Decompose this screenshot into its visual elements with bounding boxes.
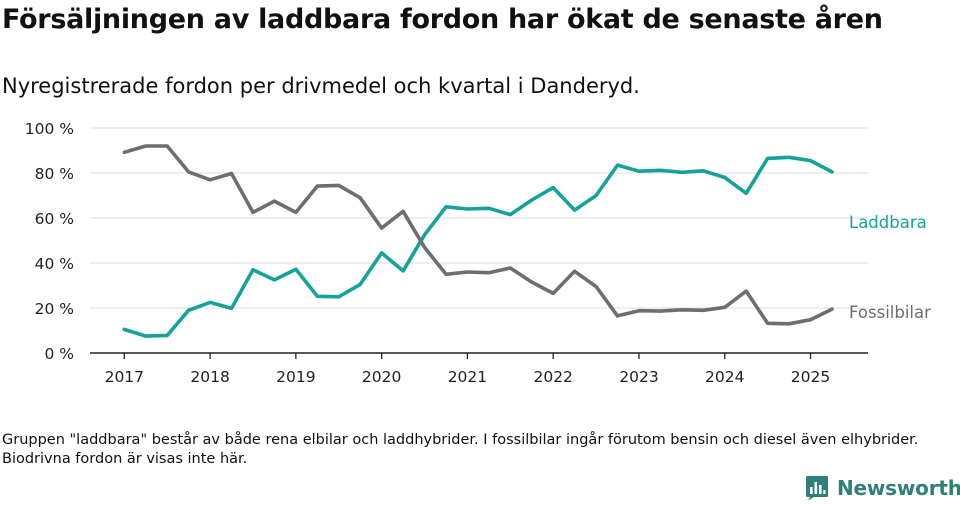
data-point-laddbara (316, 295, 319, 298)
data-point-fossilbilar (444, 273, 448, 276)
data-point-laddbara (616, 163, 619, 167)
data-point-fossilbilar (123, 151, 126, 154)
newsworthy-icon (806, 476, 828, 501)
data-point-laddbara (530, 198, 533, 202)
series-label-fossilbilar: Fossilbilar (849, 303, 931, 322)
data-point-fossilbilar (809, 318, 812, 321)
data-point-laddbara (144, 334, 147, 338)
x-tick-label: 2019 (276, 368, 315, 386)
data-point-fossilbilar (316, 184, 319, 188)
data-point-fossilbilar (830, 307, 834, 311)
data-point-fossilbilar (530, 280, 533, 284)
data-point-laddbara (251, 268, 255, 271)
data-point-laddbara (444, 205, 448, 208)
data-point-fossilbilar (551, 292, 555, 295)
data-point-laddbara (487, 207, 491, 210)
data-point-fossilbilar (487, 271, 491, 274)
data-point-laddbara (337, 295, 340, 298)
chart-subtitle: Nyregistrerade fordon per drivmedel och … (2, 74, 640, 98)
data-point-laddbara (423, 233, 426, 237)
data-point-fossilbilar (187, 170, 190, 174)
data-point-laddbara (573, 208, 576, 212)
x-tick-label: 2018 (190, 368, 229, 386)
data-point-fossilbilar (165, 144, 169, 148)
data-point-fossilbilar (680, 308, 684, 311)
data-point-laddbara (809, 159, 812, 162)
data-point-fossilbilar (208, 178, 212, 181)
series-line-fossilbilar (122, 144, 834, 326)
data-point-laddbara (165, 334, 169, 337)
newsworthy-logo[interactable]: Newsworthy (805, 475, 960, 501)
x-tick-label: 2021 (448, 368, 487, 386)
data-point-fossilbilar (273, 199, 276, 203)
x-tick-label: 2020 (362, 368, 401, 386)
data-point-laddbara (766, 157, 769, 160)
x-tick-label: 2023 (619, 368, 658, 386)
data-point-fossilbilar (466, 270, 469, 274)
data-point-laddbara (637, 170, 641, 173)
data-point-fossilbilar (744, 289, 748, 293)
data-point-laddbara (723, 176, 726, 179)
series-line-laddbara (122, 155, 834, 338)
y-tick-label: 60 % (35, 210, 74, 228)
data-point-fossilbilar (380, 226, 383, 230)
data-point-fossilbilar (659, 309, 662, 313)
x-axis: 2017 2018 2019 2020 2021 2022 2023 2024 2025 (90, 352, 868, 386)
data-point-laddbara (830, 170, 834, 174)
data-point-laddbara (551, 186, 555, 189)
series-lines (122, 144, 834, 338)
data-point-fossilbilar (509, 266, 512, 270)
data-point-laddbara (230, 307, 233, 310)
data-point-laddbara (380, 251, 383, 255)
data-point-fossilbilar (401, 210, 405, 213)
data-point-laddbara (294, 268, 298, 271)
brand-name: Newsworthy (837, 476, 960, 500)
data-point-laddbara (123, 328, 126, 331)
x-tick-label: 2022 (533, 368, 572, 386)
data-point-fossilbilar (144, 144, 147, 148)
data-point-laddbara (208, 301, 212, 304)
data-point-laddbara (744, 192, 748, 195)
data-point-fossilbilar (723, 306, 726, 309)
y-tick-label: 100 % (25, 120, 74, 138)
data-point-laddbara (787, 156, 791, 159)
data-point-laddbara (659, 169, 662, 172)
footnote: Gruppen "laddbara" består av både rena e… (2, 432, 919, 467)
data-point-fossilbilar (423, 246, 426, 249)
x-tick-label: 2024 (705, 368, 744, 386)
data-point-laddbara (509, 213, 512, 216)
data-point-fossilbilar (637, 309, 641, 312)
x-tick-label: 2025 (791, 368, 830, 386)
data-point-fossilbilar (616, 314, 619, 318)
data-point-laddbara (358, 283, 362, 286)
y-tick-label: 40 % (35, 255, 74, 273)
data-point-laddbara (187, 309, 190, 312)
data-point-laddbara (594, 194, 598, 197)
data-point-fossilbilar (337, 184, 340, 187)
y-axis-labels: 0 % 20 % 40 % 60 % 80 % 100 % (25, 120, 74, 363)
data-point-fossilbilar (358, 196, 362, 199)
data-point-laddbara (401, 269, 405, 273)
data-point-laddbara (680, 171, 684, 174)
data-point-laddbara (466, 207, 469, 211)
data-point-fossilbilar (230, 172, 233, 175)
data-point-fossilbilar (294, 211, 298, 214)
y-tick-label: 0 % (44, 345, 74, 363)
chart-title: Försäljningen av laddbara fordon har öka… (2, 4, 883, 35)
data-point-fossilbilar (573, 270, 576, 273)
y-tick-label: 20 % (35, 300, 74, 318)
data-point-fossilbilar (702, 309, 705, 312)
y-tick-label: 80 % (35, 165, 74, 183)
data-point-fossilbilar (251, 211, 255, 214)
data-point-fossilbilar (787, 322, 791, 325)
series-labels: Laddbara Fossilbilar (849, 213, 931, 322)
data-point-laddbara (702, 169, 705, 172)
series-label-laddbara: Laddbara (849, 213, 927, 232)
data-point-fossilbilar (766, 322, 769, 325)
data-point-laddbara (273, 278, 276, 282)
data-point-fossilbilar (594, 285, 598, 288)
line-chart: 0 % 20 % 40 % 60 % 80 % 100 % 2017 2018 2019 202… (25, 120, 931, 386)
gridlines (90, 127, 868, 309)
x-tick-label: 2017 (105, 368, 144, 386)
